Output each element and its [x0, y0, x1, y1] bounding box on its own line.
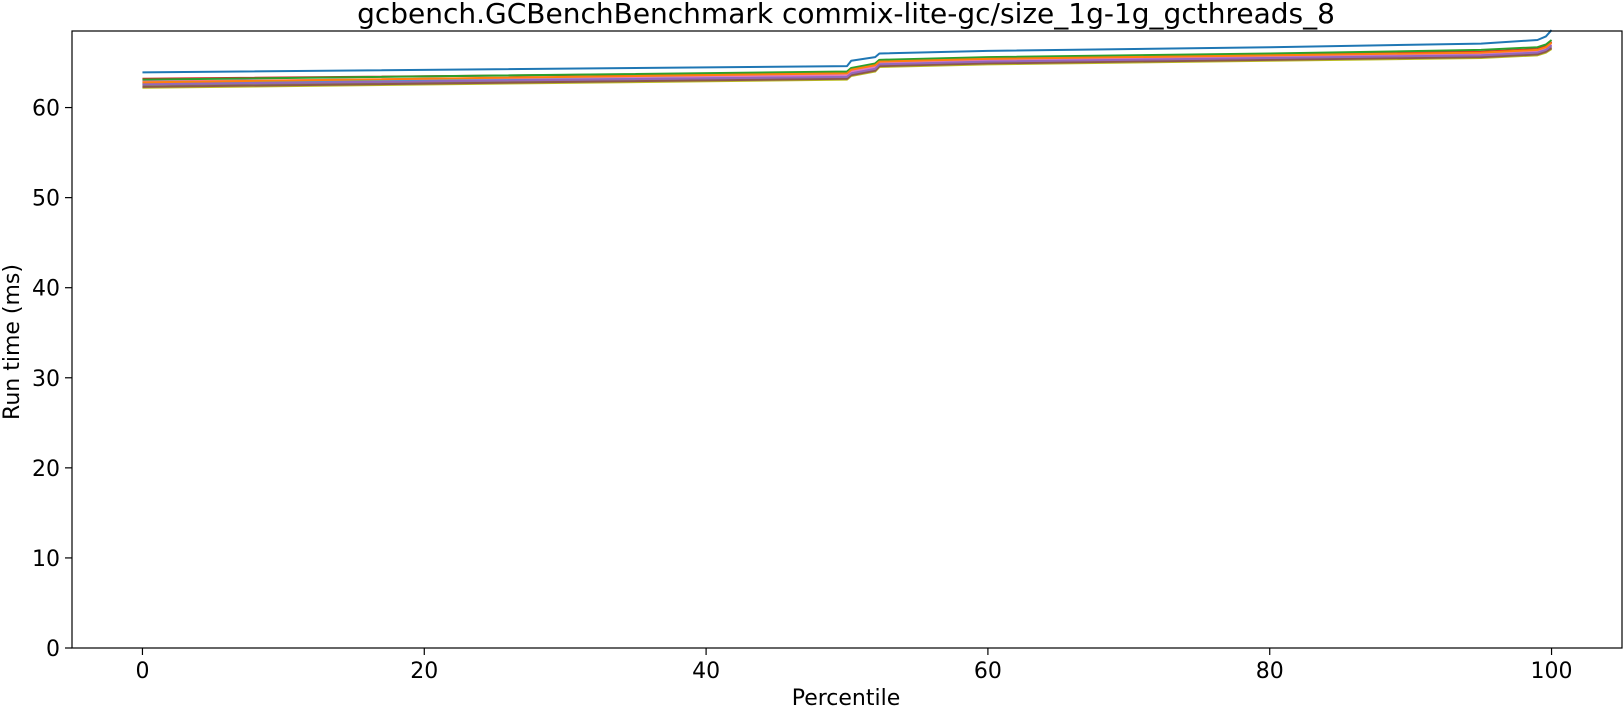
x-tick-label: 0 — [135, 659, 149, 684]
series-line — [142, 39, 1553, 81]
x-tick-label: 100 — [1531, 659, 1573, 684]
x-tick-label: 60 — [974, 659, 1002, 684]
chart-title: gcbench.GCBenchBenchmark commix-lite-gc/… — [357, 0, 1335, 30]
y-tick-label: 60 — [32, 97, 60, 122]
y-tick-label: 50 — [32, 187, 60, 212]
x-axis-label: Percentile — [792, 686, 901, 710]
y-tick-label: 30 — [32, 367, 60, 392]
x-tick-label: 40 — [692, 659, 720, 684]
y-tick-label: 20 — [32, 457, 60, 482]
series-line — [142, 44, 1553, 86]
x-axis-ticks: 0 20 40 60 80 100 — [135, 648, 1573, 684]
y-axis-ticks: 0 10 20 30 40 50 60 — [32, 97, 72, 662]
y-tick-label: 10 — [32, 547, 60, 572]
series-line — [142, 41, 1553, 84]
y-axis-label: Run time (ms) — [0, 264, 25, 420]
x-tick-label: 20 — [410, 659, 438, 684]
y-tick-label: 40 — [32, 277, 60, 302]
series-line — [142, 29, 1553, 74]
plot-frame — [71, 30, 1623, 649]
series-line — [142, 47, 1553, 88]
y-tick-label: 0 — [46, 637, 60, 662]
x-tick-label: 80 — [1256, 659, 1284, 684]
series-lines — [142, 29, 1553, 89]
